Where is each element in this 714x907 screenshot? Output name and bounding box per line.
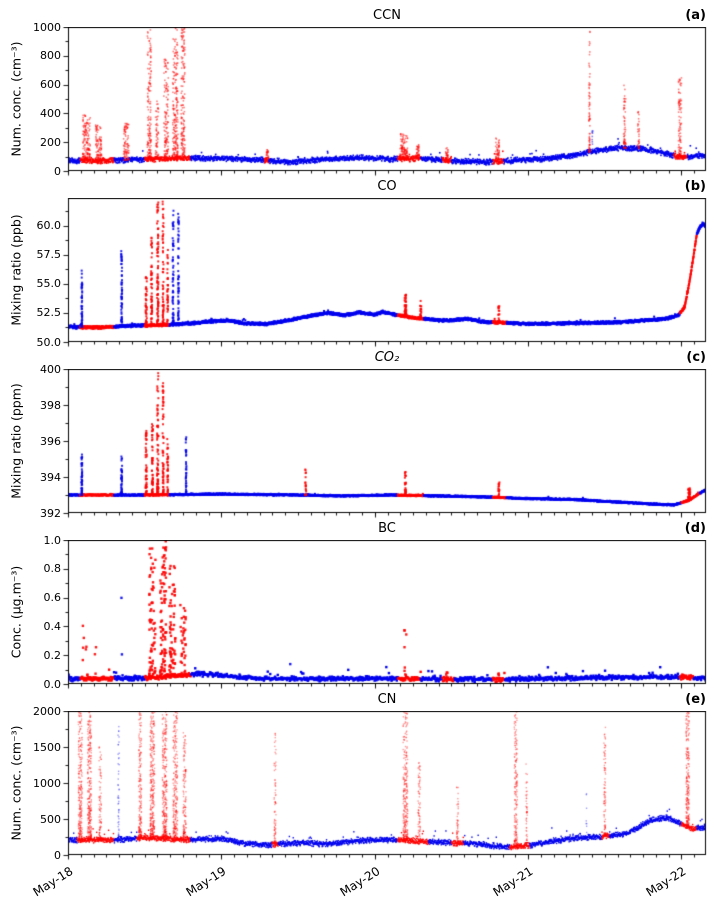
x-axis-labels: May-18 May-19 May-20 May-21 May-22 xyxy=(0,861,714,907)
panel-d-title: BC xyxy=(378,521,396,536)
y-tick-label: 0.2 xyxy=(43,648,62,662)
y-tick-label: 0.8 xyxy=(43,562,62,576)
panel-c-co2: CO₂ (c) Mixing ratio (ppm) 3923943963984… xyxy=(0,348,714,520)
panel-d-letter: (d) xyxy=(684,521,706,536)
panel-d-plot-canvas xyxy=(0,540,714,690)
panel-b-header: CO (b) xyxy=(0,177,714,198)
panel-a-header: CCN (a) xyxy=(0,6,714,27)
y-tick-label: 1500 xyxy=(33,740,61,754)
y-tick-label: 400 xyxy=(40,106,61,120)
y-tick-label: 0 xyxy=(54,164,61,178)
panel-a-title: CCN xyxy=(373,8,401,23)
panel-d-bc: BC (d) Conc. (μg.m⁻³) 0.00.20.40.60.81.0 xyxy=(0,519,714,691)
panel-e-title: CN xyxy=(377,692,397,707)
panel-e-cn: CN (e) Num. conc. (cm⁻³) 050010001500200… xyxy=(0,690,714,862)
y-tick-label: 60.0 xyxy=(36,219,62,233)
panel-e-header: CN (e) xyxy=(0,690,714,711)
panel-c-letter: (c) xyxy=(686,350,706,365)
panel-c-title: CO₂ xyxy=(374,350,400,365)
y-tick-label: 394 xyxy=(40,470,61,484)
panel-e-plot-canvas xyxy=(0,711,714,861)
y-tick-label: 52.5 xyxy=(36,306,62,320)
x-tick-label: May-19 xyxy=(183,864,229,900)
panel-a-ccn: CCN (a) Num. conc. (cm⁻³) 02004006008001… xyxy=(0,6,714,178)
panel-e-letter: (e) xyxy=(685,692,706,707)
y-tick-label: 1.0 xyxy=(43,533,62,547)
panel-b-co: CO (b) Mixing ratio (ppb) 50.052.555.057… xyxy=(0,177,714,349)
x-tick-label: May-21 xyxy=(490,864,536,900)
x-tick-label: May-18 xyxy=(30,864,76,900)
y-tick-label: 200 xyxy=(40,135,61,149)
panel-d-header: BC (d) xyxy=(0,519,714,540)
y-tick-label: 1000 xyxy=(33,20,61,34)
panel-a-letter: (a) xyxy=(685,8,706,23)
y-tick-label: 398 xyxy=(40,398,61,412)
panel-a-plot-canvas xyxy=(0,27,714,177)
panel-b-title: CO xyxy=(377,179,397,194)
y-tick-label: 600 xyxy=(40,78,61,92)
y-tick-label: 1000 xyxy=(33,776,61,790)
y-tick-label: 500 xyxy=(40,812,61,826)
y-tick-label: 0.4 xyxy=(43,619,62,633)
panel-c-plot-canvas xyxy=(0,369,714,519)
y-tick-label: 400 xyxy=(40,362,61,376)
panel-b-letter: (b) xyxy=(684,179,706,194)
x-tick-label: May-22 xyxy=(643,864,689,900)
panel-b-plot-canvas xyxy=(0,198,714,348)
y-tick-label: 50.0 xyxy=(36,335,62,349)
y-tick-label: 55.0 xyxy=(36,277,62,291)
y-tick-label: 57.5 xyxy=(36,248,62,262)
panel-c-header: CO₂ (c) xyxy=(0,348,714,369)
y-tick-label: 392 xyxy=(40,506,61,520)
y-tick-label: 0.0 xyxy=(43,677,62,691)
y-tick-label: 2000 xyxy=(33,704,61,718)
y-tick-label: 0 xyxy=(54,848,61,862)
y-tick-label: 800 xyxy=(40,49,61,63)
y-tick-label: 396 xyxy=(40,434,61,448)
x-tick-label: May-20 xyxy=(337,864,383,900)
y-tick-label: 0.6 xyxy=(43,591,62,605)
